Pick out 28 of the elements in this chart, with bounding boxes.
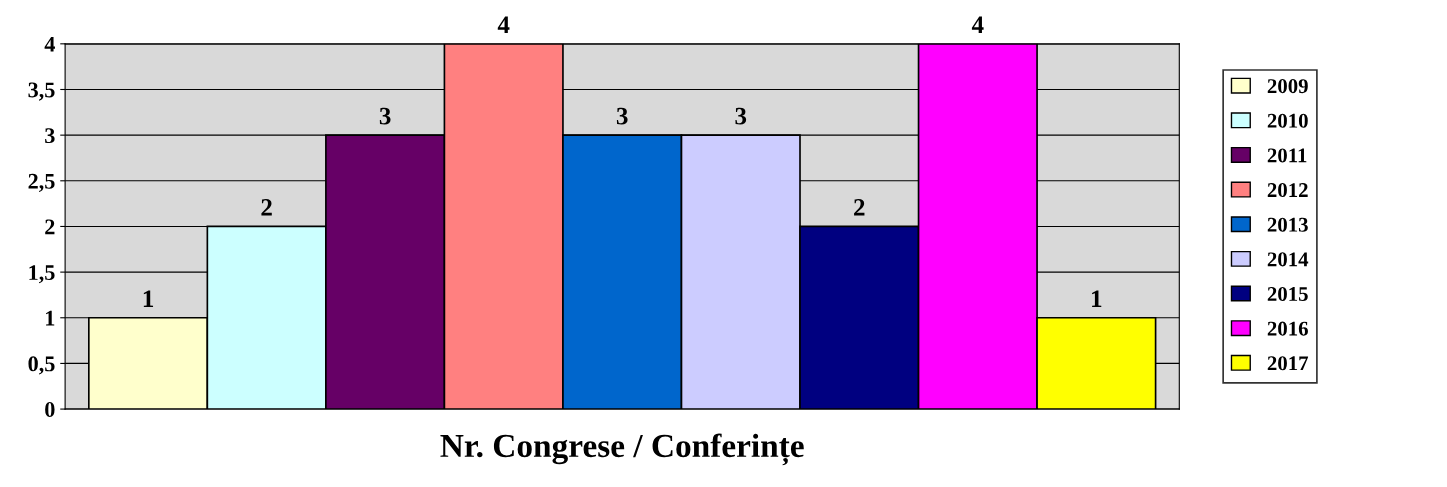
y-tick-label: 0 [45,402,55,418]
legend-label: 2015 [1267,286,1308,302]
y-tick-label: 1,5 [29,265,55,284]
legend-label: 2016 [1267,321,1308,336]
legend-label: 2009 [1267,79,1308,94]
legend-label: 2011 [1267,148,1307,163]
y-tick-label: 2,5 [28,173,55,192]
data-label: 2 [854,199,865,216]
y-tick-label: 1 [46,310,55,326]
data-label: 3 [616,107,628,125]
data-label: 4 [971,16,984,33]
y-tick-label: 0,5 [28,356,55,375]
y-tick-label: 4 [44,36,55,52]
legend-label: 2017 [1267,356,1309,371]
data-label: 1 [1092,290,1102,307]
data-label: 2 [261,199,272,216]
legend-label: 2014 [1267,252,1309,267]
y-tick-label: 3,5 [28,82,55,101]
data-label: 3 [735,107,747,125]
legend-label: 2013 [1267,217,1308,232]
data-label: 3 [379,107,391,125]
data-label: 1 [143,290,154,307]
legend-label: 2010 [1267,113,1308,128]
y-tick-label: 2 [45,219,55,235]
x-axis-title: Nr. Congrese / Conferințe [440,433,804,466]
data-label: 4 [497,16,510,33]
y-tick-label: 3 [45,128,55,144]
legend-label: 2012 [1267,183,1308,198]
